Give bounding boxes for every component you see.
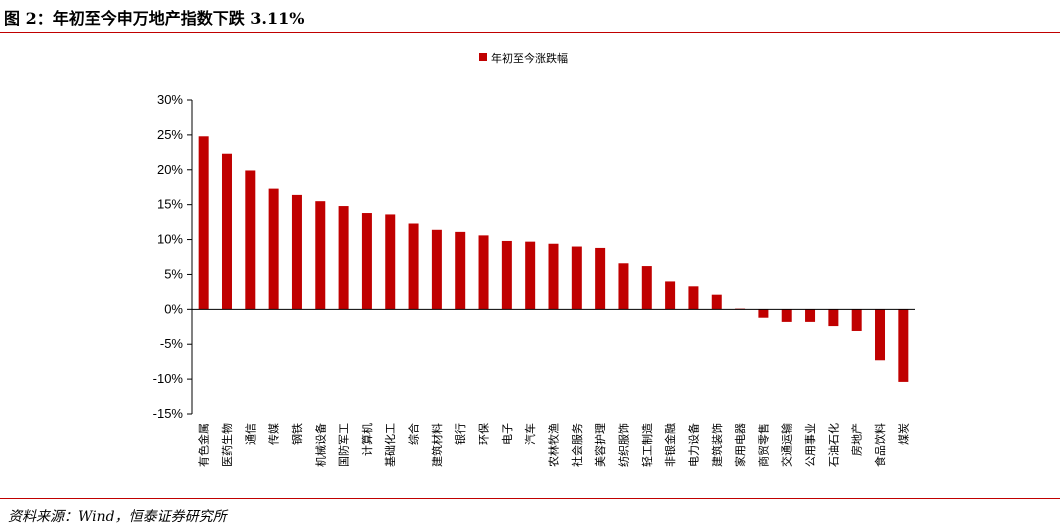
x-tick-label: 农林牧渔: [547, 423, 561, 467]
bar: [315, 201, 326, 310]
bar: [618, 263, 629, 310]
bar: [361, 213, 372, 310]
x-tick-label: 国防军工: [337, 423, 351, 467]
y-tick-label: 5%: [164, 266, 183, 281]
x-tick-label: 食品饮料: [873, 423, 887, 467]
bar: [875, 309, 886, 361]
legend-label: 年初至今涨跌幅: [491, 51, 568, 65]
bar: [291, 194, 302, 310]
bar: [898, 309, 909, 382]
x-tick-label: 房地产: [850, 423, 864, 456]
bar: [455, 231, 466, 310]
bar: [828, 309, 839, 327]
y-tick-label: 30%: [157, 92, 183, 107]
x-tick-label: 家用电器: [733, 423, 747, 467]
x-tick-label: 银行: [453, 423, 467, 445]
x-tick-label: 汽车: [523, 423, 537, 445]
y-tick-label: -5%: [160, 336, 184, 351]
bar: [688, 286, 699, 310]
bar: [758, 309, 769, 318]
bar: [665, 281, 676, 310]
y-tick-label: -15%: [153, 406, 184, 421]
x-tick-label: 轻工制造: [640, 423, 654, 467]
x-tick-label: 交通运输: [780, 423, 794, 467]
bar: [501, 240, 512, 310]
bar: [711, 294, 722, 310]
y-tick-label: -10%: [153, 371, 184, 386]
x-tick-label: 综合: [407, 423, 421, 445]
y-tick-label: 25%: [157, 127, 183, 142]
x-tick-label: 计算机: [360, 423, 374, 456]
y-tick-label: 0%: [164, 301, 183, 316]
x-tick-label: 钢铁: [291, 423, 304, 445]
bar: [478, 235, 489, 310]
bar: [548, 243, 559, 310]
x-tick-label: 医药生物: [220, 423, 234, 467]
bar: [571, 246, 582, 310]
bottom-divider: [0, 498, 1060, 499]
x-tick-label: 电子: [501, 423, 514, 445]
top-divider: [0, 32, 1060, 33]
bar: [781, 309, 792, 322]
x-tick-label: 非银金融: [663, 423, 677, 467]
x-tick-label: 建筑装饰: [710, 423, 724, 467]
bar: [268, 188, 279, 310]
x-tick-label: 石油石化: [826, 423, 840, 467]
legend-swatch: [479, 53, 487, 61]
y-tick-label: 15%: [157, 197, 183, 212]
x-tick-label: 商贸零售: [756, 423, 770, 467]
x-tick-label: 环保: [477, 423, 491, 445]
x-tick-label: 电力设备: [686, 423, 700, 467]
bar: [525, 241, 536, 310]
bar: [385, 214, 396, 310]
x-tick-label: 美容护理: [593, 423, 607, 467]
x-tick-label: 纺织服饰: [616, 423, 630, 467]
bar: [851, 309, 862, 331]
x-tick-label: 机械设备: [313, 423, 327, 467]
bar: [641, 266, 652, 310]
bar: [408, 223, 419, 310]
y-tick-label: 10%: [157, 232, 183, 247]
x-tick-label: 基础化工: [383, 423, 397, 467]
x-tick-label: 通信: [244, 423, 257, 445]
bar-chart: 年初至今涨跌幅 30% 25% 20% 15% 10% 5% 0% -5% -10% -15% 有色金…: [153, 51, 915, 467]
bar: [805, 309, 816, 322]
bar: [198, 136, 209, 310]
x-tick-label: 建筑材料: [430, 423, 444, 467]
x-tick-label: 有色金属: [197, 423, 211, 467]
source-note: 资料来源：Wind，恒泰证券研究所: [8, 509, 227, 525]
bar: [245, 170, 256, 310]
x-tick-label: 传媒: [268, 423, 281, 445]
bar: [595, 247, 606, 310]
y-tick-label: 20%: [157, 162, 183, 177]
x-tick-label: 公用事业: [804, 423, 817, 467]
bar: [338, 206, 349, 310]
x-tick-label: 煤炭: [897, 423, 910, 445]
bar: [431, 229, 442, 310]
x-tick-label: 社会服务: [570, 423, 584, 467]
bar: [221, 153, 232, 310]
figure-title: 图 2：年初至今申万地产指数下跌 3.11%: [4, 9, 305, 28]
